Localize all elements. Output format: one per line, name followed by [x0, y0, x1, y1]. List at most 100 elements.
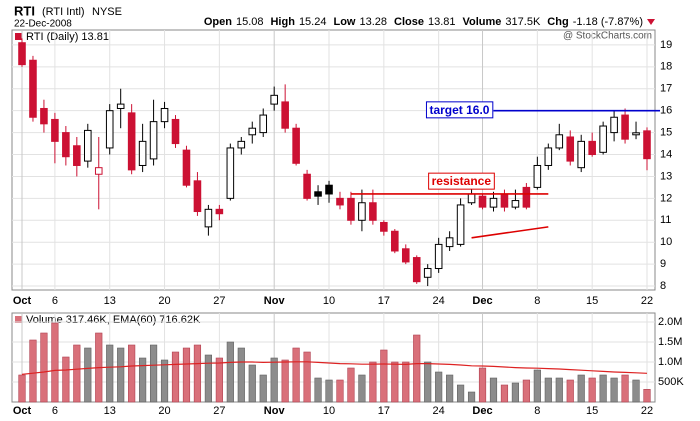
candle-body — [358, 202, 366, 221]
x-tick-label: 17 — [378, 405, 390, 417]
volume-bar — [632, 379, 640, 403]
volume-bar — [204, 354, 212, 403]
annotation-text: target 16.0 — [429, 103, 489, 117]
y-tick-label: 1.5M — [658, 336, 682, 348]
candle-body — [632, 132, 640, 136]
candle-body — [51, 118, 59, 142]
volume-bar — [643, 389, 651, 403]
x-tick-label: 27 — [213, 405, 225, 417]
x-tick-label: 24 — [433, 295, 445, 307]
down-arrow — [647, 19, 655, 25]
volume-bar — [577, 374, 585, 403]
candle-body — [511, 200, 520, 208]
quote-value: 15.08 — [236, 16, 264, 28]
legend-icon — [15, 33, 22, 40]
x-tick-label: Dec — [472, 405, 492, 417]
volume-bar — [347, 367, 355, 403]
volume-bar — [117, 347, 125, 403]
candle-body — [193, 180, 202, 213]
annotation-label: resistance — [428, 172, 495, 190]
candle-body — [204, 208, 213, 228]
candle-body — [138, 140, 147, 166]
watermark: @ StockCharts.com — [563, 31, 652, 42]
candle-body — [281, 101, 289, 129]
quote-value: 13.81 — [428, 16, 456, 28]
volume-bar — [424, 361, 432, 403]
candle-body — [555, 134, 564, 149]
candle-body — [314, 191, 322, 197]
symbol: RTI — [14, 3, 35, 18]
volume-bar — [106, 344, 114, 403]
x-tick-label: Nov — [264, 295, 286, 307]
volume-bar — [149, 344, 158, 403]
volume-bar — [402, 361, 410, 403]
x-tick-label: 24 — [433, 405, 445, 417]
quote-label: Volume — [463, 16, 502, 28]
exchange: NYSE — [92, 6, 122, 18]
candle-body — [391, 230, 399, 252]
candle-body — [599, 125, 607, 153]
x-tick-label: 6 — [52, 295, 58, 307]
volume-bar — [391, 361, 399, 403]
annotation-text: resistance — [432, 174, 492, 188]
x-tick-label: 8 — [534, 405, 540, 417]
quote-value: 317.5K — [505, 16, 541, 28]
candle-body — [369, 202, 377, 221]
x-tick-label: 15 — [586, 295, 598, 307]
candle-body — [127, 112, 136, 171]
volume-bar — [226, 341, 234, 403]
candle-body — [270, 94, 278, 105]
y-tick-label: 13 — [660, 170, 672, 182]
y-tick-label: 18 — [660, 61, 672, 73]
volume-bar — [358, 374, 366, 403]
volume-bar — [18, 374, 26, 403]
candle-body — [105, 110, 114, 149]
candle-body — [445, 237, 454, 248]
candle-body — [434, 243, 443, 270]
legend-icon — [15, 316, 22, 323]
candle-body — [292, 127, 300, 164]
candle-body — [237, 140, 246, 149]
volume-bar — [40, 332, 48, 403]
y-tick-label: 1.0M — [658, 356, 682, 368]
candle-body — [500, 193, 509, 208]
volume-bar — [446, 374, 454, 403]
candle-body — [226, 147, 235, 199]
quote-value: 15.24 — [299, 16, 327, 28]
volume-bar — [139, 357, 147, 403]
volume-bar — [369, 361, 377, 403]
x-tick-label: 27 — [213, 295, 225, 307]
candle-body — [94, 167, 103, 175]
volume-bar — [511, 382, 520, 403]
price-legend: RTI (Daily) 13.81 — [26, 31, 109, 43]
candle-body — [325, 184, 333, 195]
candle-body — [160, 107, 169, 123]
candle-body — [336, 197, 344, 206]
quote-value: 13.28 — [359, 16, 387, 28]
candle-body — [423, 268, 432, 278]
volume-bar — [128, 344, 136, 403]
volume-bar — [435, 371, 443, 403]
volume-bar — [62, 356, 70, 403]
candle-body — [347, 197, 355, 221]
candle-body — [456, 204, 465, 245]
annotation-box — [428, 172, 495, 190]
volume-bar — [160, 359, 169, 403]
candle-body — [171, 118, 180, 145]
candle-body — [259, 114, 268, 134]
volume-bar — [380, 349, 388, 403]
quote-label: High — [270, 16, 295, 28]
candle-body — [303, 173, 311, 199]
candle-body — [643, 130, 651, 160]
candle-body — [62, 132, 70, 158]
volume-bar — [29, 339, 37, 403]
grid — [12, 30, 655, 402]
candle-body — [588, 140, 596, 156]
volume-bar — [566, 379, 574, 403]
x-tick-label: 10 — [323, 405, 335, 417]
volume-bar — [413, 334, 421, 403]
annotation-label: target 16.0 — [425, 101, 494, 119]
quote-summary: Open 15.08 High 15.24 Low 13.28 Close 13.81 Volu… — [204, 16, 643, 28]
candle-body — [522, 186, 531, 208]
y-tick-label: 12 — [660, 192, 672, 204]
